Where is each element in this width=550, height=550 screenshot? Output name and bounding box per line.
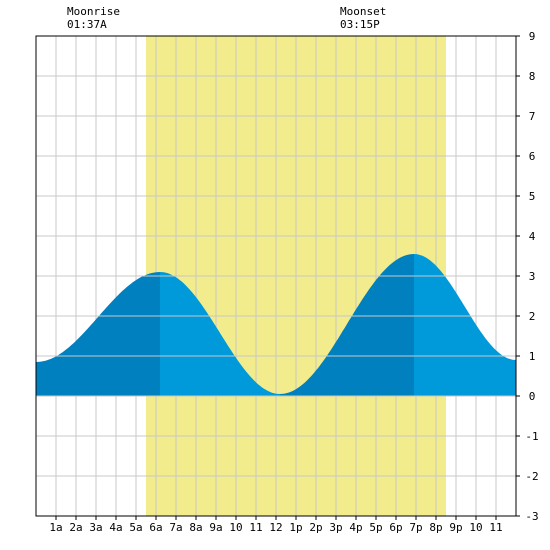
x-tick-label: 2a xyxy=(69,521,82,534)
x-tick-label: 5a xyxy=(129,521,142,534)
moonset-time: 03:15P xyxy=(340,18,380,31)
x-tick-label: 3a xyxy=(89,521,102,534)
y-tick-label: -2 xyxy=(525,470,538,483)
y-tick-label: 4 xyxy=(529,230,536,243)
x-tick-label: 7p xyxy=(409,521,422,534)
y-tick-label: -3 xyxy=(525,510,538,523)
y-tick-label: 0 xyxy=(529,390,536,403)
x-tick-label: 7a xyxy=(169,521,182,534)
x-tick-label: 1a xyxy=(49,521,62,534)
tide-rising-segment xyxy=(280,254,414,396)
x-tick-label: 5p xyxy=(369,521,382,534)
x-axis-ticks: 1a 2a 3a 4a 5a 6a 7a 8a 9a 10 11 12 1p 2p 3p 4p 5p 6p 7p 8p… xyxy=(49,516,503,534)
x-tick-label: 12 xyxy=(269,521,282,534)
y-tick-label: 8 xyxy=(529,70,536,83)
x-tick-label: 4a xyxy=(109,521,122,534)
x-tick-label: 9a xyxy=(209,521,222,534)
x-tick-label: 2p xyxy=(309,521,322,534)
y-tick-label: 7 xyxy=(529,110,536,123)
tide-area xyxy=(36,254,516,396)
x-tick-label: 11 xyxy=(489,521,502,534)
tide-rising-segment xyxy=(36,272,160,396)
x-tick-label: 8p xyxy=(429,521,442,534)
y-axis-ticks: -3 -2 -1 0 1 2 3 4 5 6 7 8 9 xyxy=(516,30,539,523)
x-tick-label: 3p xyxy=(329,521,342,534)
y-tick-label: 6 xyxy=(529,150,536,163)
moonset-label: Moonset xyxy=(340,5,386,18)
x-tick-label: 11 xyxy=(249,521,262,534)
y-tick-label: -1 xyxy=(525,430,538,443)
x-tick-label: 9p xyxy=(449,521,462,534)
x-tick-label: 10 xyxy=(469,521,482,534)
moonrise-label: Moonrise xyxy=(67,5,120,18)
y-tick-label: 1 xyxy=(529,350,536,363)
tide-falling-segment xyxy=(414,254,516,396)
x-tick-label: 4p xyxy=(349,521,362,534)
horizontal-gridlines xyxy=(36,75,516,477)
y-tick-label: 2 xyxy=(529,310,536,323)
tide-falling-segment xyxy=(160,272,280,396)
x-tick-label: 10 xyxy=(229,521,242,534)
x-tick-label: 6a xyxy=(149,521,162,534)
x-tick-label: 8a xyxy=(189,521,202,534)
x-tick-label: 1p xyxy=(289,521,302,534)
x-tick-label: 6p xyxy=(389,521,402,534)
y-tick-label: 5 xyxy=(529,190,536,203)
y-tick-label: 3 xyxy=(529,270,536,283)
moonrise-time: 01:37A xyxy=(67,18,107,31)
y-tick-label: 9 xyxy=(529,30,536,43)
